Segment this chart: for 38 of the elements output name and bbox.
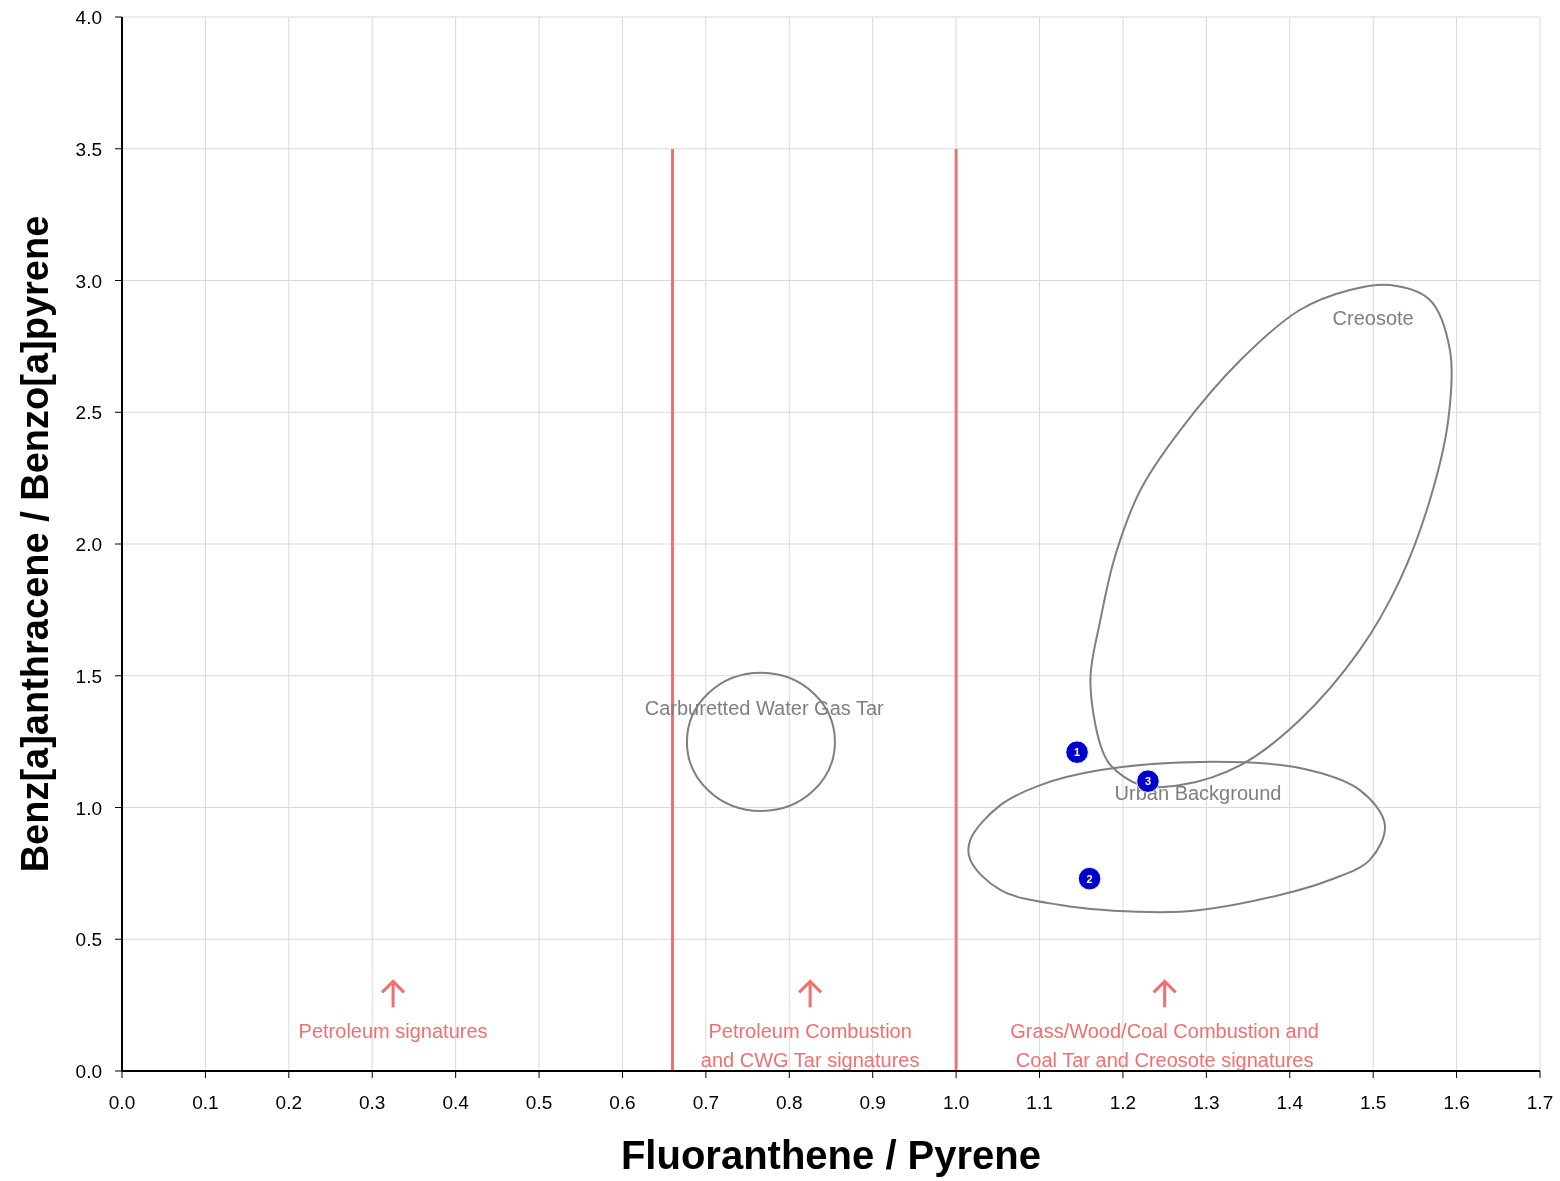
x-tick-label: 0.8 xyxy=(776,1092,803,1113)
y-axis-title: Benz[a]anthracene / Benzo[a]pyrene xyxy=(14,215,56,873)
x-tick-label: 0.9 xyxy=(859,1092,886,1113)
annotation: Petroleum signatures xyxy=(298,1020,488,1043)
x-tick-label: 1.7 xyxy=(1526,1092,1554,1113)
x-tick-label: 0.5 xyxy=(525,1092,553,1113)
x-tick-label: 0.3 xyxy=(359,1092,386,1113)
annotation: 1 xyxy=(1074,746,1081,759)
x-tick-label: 1.1 xyxy=(1026,1092,1053,1113)
x-tick-label: 1.2 xyxy=(1109,1092,1137,1113)
y-tick-label: 1.5 xyxy=(75,665,102,687)
y-tick-label: 0.0 xyxy=(75,1061,102,1082)
annotation: 2 xyxy=(1086,872,1093,885)
y-tick-label: 1.0 xyxy=(75,797,102,819)
annotation: Creosote xyxy=(1332,307,1414,330)
x-tick-label: 1.3 xyxy=(1193,1092,1220,1113)
x-tick-label: 1.5 xyxy=(1359,1092,1387,1113)
y-tick-label: 4.0 xyxy=(75,7,102,28)
x-tick-label: 1.4 xyxy=(1276,1092,1304,1113)
x-tick-label: 0.7 xyxy=(692,1092,720,1113)
point xyxy=(1077,866,1102,891)
x-tick-label: 0.4 xyxy=(442,1092,470,1113)
point xyxy=(1065,740,1089,764)
annotation: 3 xyxy=(1144,775,1152,788)
x-tick-label: 1.0 xyxy=(942,1092,970,1113)
x-tick-label: 0.1 xyxy=(192,1092,219,1113)
y-tick-label: 2.0 xyxy=(75,534,102,555)
y-tick-label: 3.0 xyxy=(75,270,102,292)
y-tick-label: 3.5 xyxy=(75,138,102,160)
y-tick-label: 2.5 xyxy=(75,402,102,424)
x-tick-label: 0.6 xyxy=(609,1092,636,1113)
x-axis-title: Fluoranthene / Pyrene xyxy=(620,1133,1042,1177)
annotation: Grass/Wood/Coal Combustion and Coal Tar and Creosote signatures xyxy=(1010,1020,1319,1072)
x-tick-label: 0.0 xyxy=(108,1092,136,1113)
x-tick-label: 1.6 xyxy=(1443,1092,1470,1113)
y-tick-label: 0.5 xyxy=(75,929,102,951)
x-tick-label: 0.2 xyxy=(275,1092,303,1113)
annotation: Petroleum Combustion and CWG Tar signatures xyxy=(700,1020,920,1072)
